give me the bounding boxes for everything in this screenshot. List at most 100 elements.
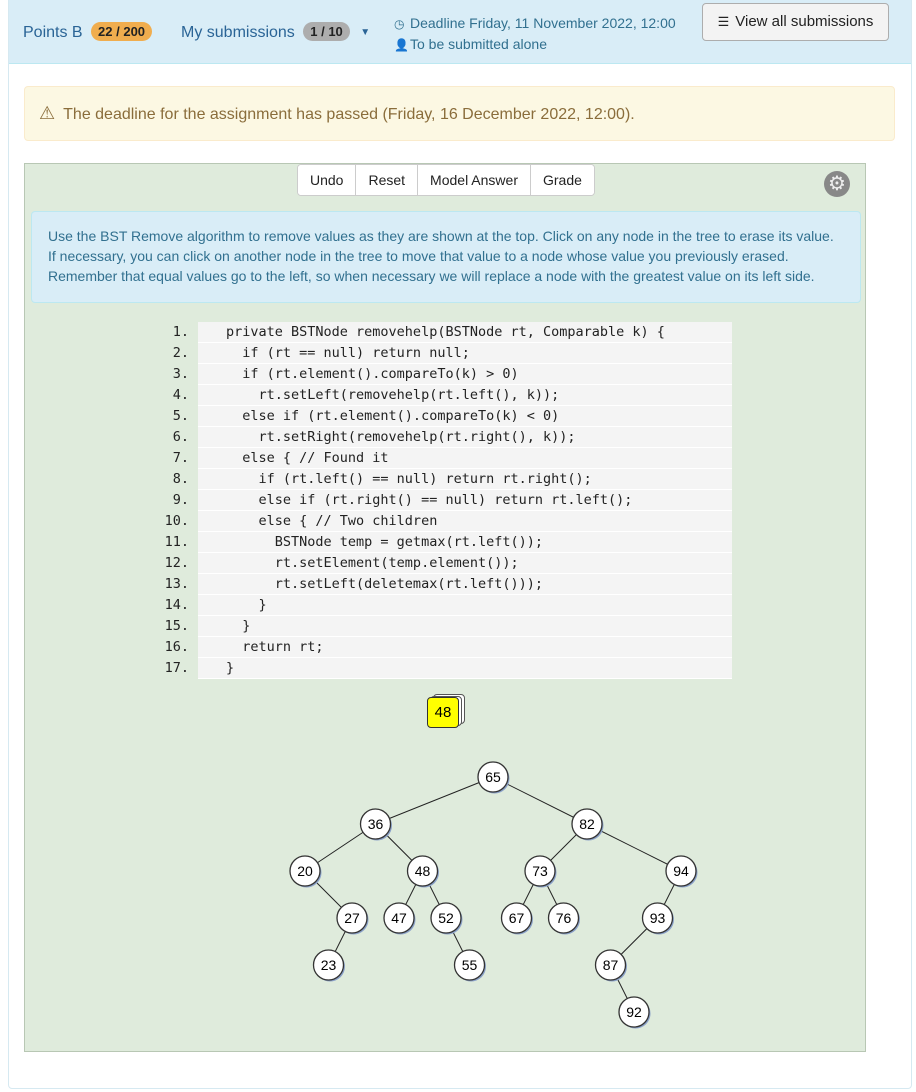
line-number: 1. xyxy=(172,324,189,340)
tree-node[interactable]: 94 xyxy=(665,855,698,888)
code-text: rt.setLeft(deletemax(rt.left())); xyxy=(198,574,732,595)
line-number: 3. xyxy=(172,366,189,382)
code-text: BSTNode temp = getmax(rt.left()); xyxy=(198,532,732,553)
code-line: 9. else if (rt.right() == null) return r… xyxy=(25,490,867,511)
tree-node-value: 67 xyxy=(509,910,525,926)
line-number: 5. xyxy=(172,408,189,424)
code-line: 16. return rt; xyxy=(25,637,867,658)
code-text: private BSTNode removehelp(BSTNode rt, C… xyxy=(198,322,732,343)
tree-edge xyxy=(375,776,494,825)
code-text: } xyxy=(198,595,732,616)
tree-node[interactable]: 73 xyxy=(524,855,557,888)
code-line: 4. rt.setLeft(removehelp(rt.left(), k)); xyxy=(25,385,867,406)
caret-down-icon: ▼ xyxy=(360,27,371,38)
code-line: 1. private BSTNode removehelp(BSTNode rt,… xyxy=(25,322,867,343)
reset-button[interactable]: Reset xyxy=(356,165,419,195)
tree-node[interactable]: 27 xyxy=(336,902,369,935)
grade-button[interactable]: Grade xyxy=(530,165,594,195)
submissions-badge: 1 / 10 xyxy=(303,22,350,41)
line-number: 6. xyxy=(172,429,189,445)
alert-text: The deadline for the assignment has pass… xyxy=(63,106,635,123)
clock-icon: ◷ xyxy=(394,17,405,31)
tree-node[interactable]: 93 xyxy=(641,902,675,935)
tree-node-value: 36 xyxy=(368,816,384,832)
code-line: 10. else { // Two children xyxy=(25,511,867,532)
deadline-info: ◷ Deadline Friday, 11 November 2022, 12:0… xyxy=(394,13,676,55)
tree-node-value: 87 xyxy=(603,957,619,973)
line-number: 13. xyxy=(164,576,189,592)
code-text: if (rt.element().compareTo(k) > 0) xyxy=(198,364,732,385)
settings-gear-icon[interactable]: ⚙ xyxy=(824,171,850,197)
tree-node[interactable]: 55 xyxy=(453,949,487,982)
code-text: rt.setRight(removehelp(rt.right(), k)); xyxy=(198,427,732,448)
view-all-submissions-button[interactable]: ☰ View all submissions xyxy=(702,3,889,41)
points-badge: 22 / 200 xyxy=(91,22,153,41)
tree-node-value: 23 xyxy=(321,957,337,973)
code-text: if (rt.left() == null) return rt.right()… xyxy=(198,469,732,490)
tree-edge xyxy=(492,776,588,825)
code-line: 17.} xyxy=(25,658,867,679)
tree-node[interactable]: 20 xyxy=(289,855,322,888)
undo-button[interactable]: Undo xyxy=(298,165,357,195)
code-line: 6. rt.setRight(removehelp(rt.right(), k)… xyxy=(25,427,867,448)
line-number: 10. xyxy=(164,513,189,529)
view-all-label: View all submissions xyxy=(735,13,874,30)
model-answer-button[interactable]: Model Answer xyxy=(418,165,531,195)
tree-edge xyxy=(586,823,682,872)
code-line: 5. else if (rt.element().compareTo(k) < … xyxy=(25,406,867,427)
code-line: 13. rt.setLeft(deletemax(rt.left())); xyxy=(25,574,867,595)
line-number: 7. xyxy=(172,450,189,466)
tree-node[interactable]: 23 xyxy=(312,949,346,982)
tree-node-value: 52 xyxy=(438,910,454,926)
tree-node-value: 27 xyxy=(344,910,360,926)
code-line: 11. BSTNode temp = getmax(rt.left()); xyxy=(25,532,867,553)
tree-node[interactable]: 36 xyxy=(359,808,393,841)
submit-mode-text: To be submitted alone xyxy=(410,36,547,52)
code-line: 15. } xyxy=(25,616,867,637)
code-text: else { // Found it xyxy=(198,448,732,469)
code-line: 14. } xyxy=(25,595,867,616)
submissions-label: My submissions xyxy=(181,24,295,41)
points-label: Points B xyxy=(23,24,83,41)
tree-node[interactable]: 87 xyxy=(594,949,628,982)
tree-node[interactable]: 76 xyxy=(547,902,581,935)
tree-node[interactable]: 48 xyxy=(406,855,440,888)
submission-header: Points B 22 / 200 My submissions 1 / 10 … xyxy=(9,0,911,64)
tree-node-value: 93 xyxy=(650,910,666,926)
bst-tree: 20 23 27 36 47 48 52 55 65 67 73 76 82 87 92 93 94 xyxy=(289,761,698,1029)
remove-value-card: 48 xyxy=(427,697,459,728)
points-display: Points B 22 / 200 xyxy=(23,22,153,42)
tree-node[interactable]: 92 xyxy=(618,996,651,1029)
code-text: rt.setElement(temp.element()); xyxy=(198,553,732,574)
tree-node[interactable]: 82 xyxy=(571,808,604,841)
tree-node-value: 47 xyxy=(391,910,407,926)
code-line: 8. if (rt.left() == null) return rt.righ… xyxy=(25,469,867,490)
tree-node-value: 65 xyxy=(485,769,501,785)
line-number: 2. xyxy=(172,345,189,361)
code-line: 3. if (rt.element().compareTo(k) > 0) xyxy=(25,364,867,385)
line-number: 4. xyxy=(172,387,189,403)
code-text: if (rt == null) return null; xyxy=(198,343,732,364)
tree-node[interactable]: 52 xyxy=(430,902,463,935)
instructions-box: Use the BST Remove algorithm to remove v… xyxy=(31,211,861,303)
tree-node-value: 76 xyxy=(556,910,572,926)
line-number: 17. xyxy=(164,660,189,676)
code-line: 2. if (rt == null) return null; xyxy=(25,343,867,364)
tree-node-value: 73 xyxy=(532,863,548,879)
code-line: 12. rt.setElement(temp.element()); xyxy=(25,553,867,574)
tree-node[interactable]: 67 xyxy=(500,902,534,935)
code-text: rt.setLeft(removehelp(rt.left(), k)); xyxy=(198,385,732,406)
tree-node-value: 94 xyxy=(673,863,689,879)
tree-node[interactable]: 47 xyxy=(383,902,416,935)
deadline-text: Deadline Friday, 11 November 2022, 12:00 xyxy=(410,15,676,31)
line-number: 8. xyxy=(172,471,189,487)
line-number: 9. xyxy=(172,492,189,508)
line-number: 16. xyxy=(164,639,189,655)
exercise-panel: Undo Reset Model Answer Grade ⚙ Use the … xyxy=(24,163,866,1052)
tree-node-value: 20 xyxy=(297,863,313,879)
submissions-dropdown[interactable]: My submissions 1 / 10 ▼ xyxy=(181,22,370,42)
tree-node[interactable]: 65 xyxy=(477,761,510,794)
line-number: 11. xyxy=(164,534,189,550)
code-text: else if (rt.element().compareTo(k) < 0) xyxy=(198,406,732,427)
code-line: 7. else { // Found it xyxy=(25,448,867,469)
